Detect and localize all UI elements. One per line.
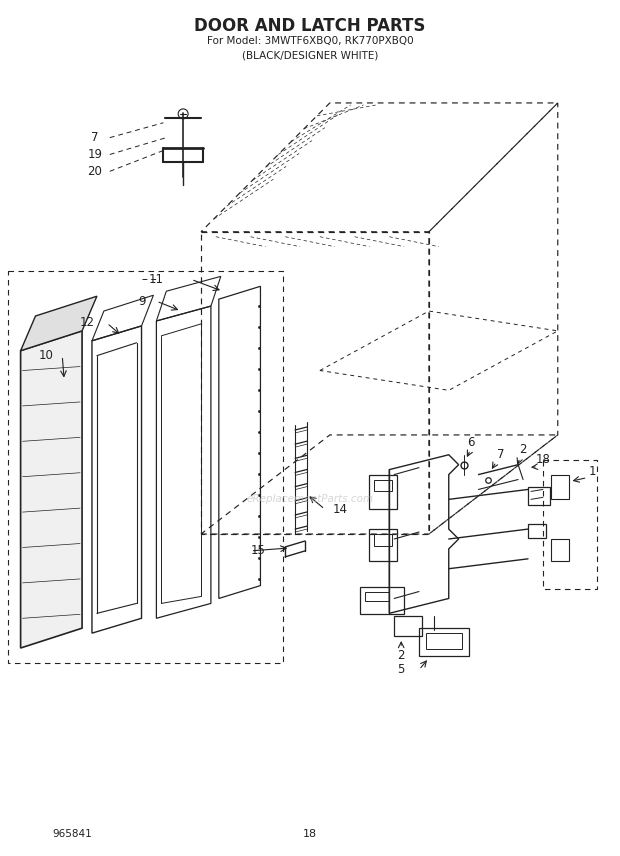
Bar — [374, 534, 392, 546]
Bar — [419, 628, 469, 656]
Text: 965841: 965841 — [52, 829, 92, 840]
Bar — [551, 474, 569, 499]
Text: 2: 2 — [520, 443, 527, 456]
Text: 20: 20 — [87, 165, 102, 178]
Text: eReplacementParts.com: eReplacementParts.com — [246, 495, 374, 504]
Text: 18: 18 — [536, 453, 551, 467]
Bar — [201, 232, 429, 534]
Text: 5: 5 — [397, 663, 405, 676]
Text: 18: 18 — [303, 829, 317, 840]
Bar — [426, 633, 462, 649]
Text: (BLACK/DESIGNER WHITE): (BLACK/DESIGNER WHITE) — [242, 51, 378, 61]
Bar — [543, 460, 598, 589]
Polygon shape — [20, 296, 97, 351]
Text: 12: 12 — [79, 317, 94, 330]
Text: 11: 11 — [149, 273, 164, 286]
Text: 6: 6 — [467, 437, 474, 449]
Bar — [370, 529, 397, 561]
Text: 2: 2 — [397, 650, 405, 663]
Bar — [394, 616, 422, 636]
Bar — [360, 586, 404, 615]
Text: 7: 7 — [497, 449, 504, 461]
Text: 14: 14 — [332, 502, 347, 516]
Bar — [365, 591, 389, 602]
Text: 10: 10 — [39, 349, 54, 362]
Bar — [370, 474, 397, 509]
Bar — [528, 487, 550, 505]
Text: For Model: 3MWTF6XBQ0, RK770PXBQ0: For Model: 3MWTF6XBQ0, RK770PXBQ0 — [206, 37, 414, 46]
Polygon shape — [20, 331, 82, 648]
Bar — [374, 479, 392, 491]
Bar — [528, 524, 546, 538]
Text: 9: 9 — [138, 294, 145, 307]
Text: 15: 15 — [251, 544, 266, 557]
Text: 7: 7 — [91, 131, 99, 144]
Text: 1: 1 — [589, 465, 596, 479]
Bar — [7, 271, 283, 663]
Bar — [551, 539, 569, 561]
Text: DOOR AND LATCH PARTS: DOOR AND LATCH PARTS — [194, 16, 426, 34]
Text: 19: 19 — [87, 148, 102, 161]
